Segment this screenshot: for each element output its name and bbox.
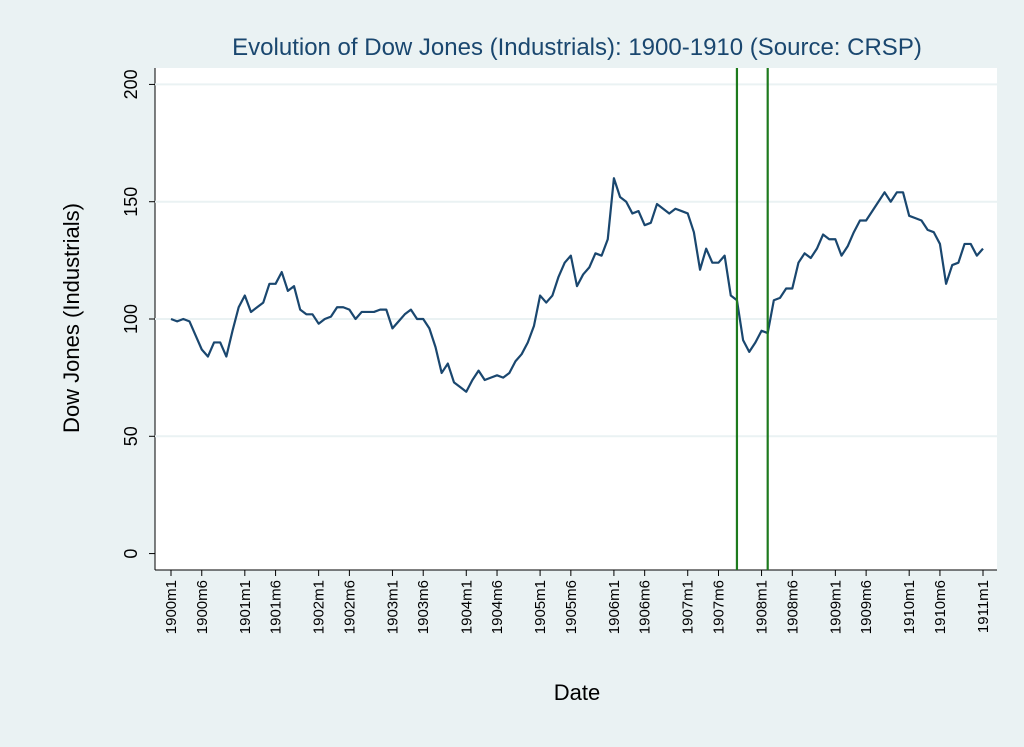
chart-title: Evolution of Dow Jones (Industrials): 19… <box>232 34 922 61</box>
x-tick-label: 1902m6 <box>341 580 358 634</box>
y-tick-label: 150 <box>121 187 141 217</box>
x-tick-label: 1910m1 <box>901 580 918 634</box>
x-tick-label: 1903m6 <box>415 580 432 634</box>
x-tick-label: 1910m6 <box>932 580 949 634</box>
x-tick-label: 1905m6 <box>563 580 580 634</box>
y-tick-label: 50 <box>121 426 141 446</box>
y-tick-label: 100 <box>121 304 141 334</box>
x-tick-label: 1909m6 <box>858 580 875 634</box>
x-tick-label: 1903m1 <box>384 580 401 634</box>
x-tick-label: 1905m1 <box>532 580 549 634</box>
y-axis-label: Dow Jones (Industrials) <box>59 203 84 433</box>
x-tick-label: 1900m6 <box>194 580 211 634</box>
x-tick-label: 1904m6 <box>489 580 506 634</box>
x-tick-label: 1908m1 <box>754 580 771 634</box>
x-tick-label: 1911m1 <box>975 580 992 633</box>
x-tick-label: 1909m1 <box>827 580 844 634</box>
x-tick-label: 1902m1 <box>311 580 328 634</box>
x-tick-label: 1907m6 <box>710 580 727 634</box>
price-line <box>170 177 984 393</box>
x-tick-label: 1904m1 <box>458 580 475 634</box>
y-tick-label: 200 <box>121 69 141 99</box>
x-tick-label: 1901m6 <box>268 580 285 634</box>
x-tick-label: 1901m1 <box>237 580 254 634</box>
x-tick-label: 1908m6 <box>784 580 801 634</box>
x-axis-label: Date <box>554 680 600 705</box>
x-tick-label: 1906m6 <box>637 580 654 634</box>
y-tick-label: 0 <box>121 549 141 559</box>
x-tick-label: 1907m1 <box>680 580 697 634</box>
x-tick-label: 1900m1 <box>163 580 180 634</box>
x-tick-label: 1906m1 <box>606 580 623 634</box>
